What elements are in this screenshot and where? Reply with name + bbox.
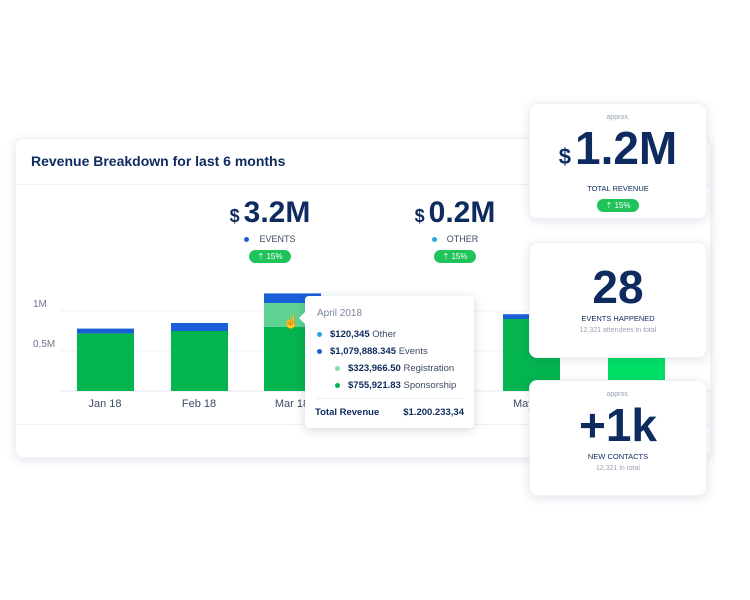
- row-amount: $1,079,888.345: [330, 346, 397, 357]
- kpi-other: $0.2M OTHER ⇡ 15%: [395, 196, 515, 264]
- kpi-value: 0.2M: [428, 196, 496, 229]
- card-title: Revenue Breakdown for last 6 months: [31, 153, 286, 169]
- kpi-value: 3.2M: [243, 196, 311, 229]
- hand-cursor-icon: ☝: [283, 313, 299, 330]
- total-revenue-card: approx. $1.2M TOTAL REVENUE ⇡ 15%: [529, 103, 707, 219]
- legend-dot-icon: [244, 236, 250, 242]
- new-contacts-card: approx. +1k NEW CONTACTS 12,321 in total: [529, 380, 707, 496]
- series-dot-icon: [335, 366, 340, 371]
- currency: $: [414, 206, 425, 226]
- legend-label: EVENTS: [259, 234, 296, 244]
- x-tick-label: Feb 18: [182, 398, 216, 410]
- legend-label: OTHER: [446, 234, 479, 244]
- events-happened-card: 28 EVENTS HAPPENED 12,321 attendees in t…: [529, 242, 707, 358]
- tooltip-row: $120,345 Other: [317, 329, 396, 340]
- series-dot-icon: [317, 332, 322, 337]
- chart-tooltip: April 2018 $120,345 Other $1,079,888.345 …: [299, 296, 474, 428]
- x-tick-label: Jan 18: [88, 398, 121, 410]
- series-dot-icon: [317, 349, 322, 354]
- growth-badge: ⇡ 15%: [596, 199, 640, 212]
- currency: $: [558, 144, 571, 169]
- tooltip-row: $755,921.83 Sponsorship: [335, 380, 456, 391]
- row-amount: $323,966.50: [348, 363, 401, 374]
- card-label: EVENTS HAPPENED: [581, 314, 655, 323]
- bar-segment-events: [77, 328, 134, 334]
- row-label: Registration: [403, 363, 455, 374]
- total-value: $1.200.233,34: [403, 407, 464, 418]
- legend-dot-icon: [431, 236, 437, 242]
- card-value: 1.2M: [574, 122, 678, 174]
- card-label: TOTAL REVENUE: [587, 184, 649, 193]
- growth-badge: ⇡ 15%: [248, 250, 292, 263]
- tooltip-row: $323,966.50 Registration: [335, 363, 454, 374]
- bar-segment-sponsorship: [171, 331, 228, 391]
- card-label: NEW CONTACTS: [587, 452, 649, 461]
- y-tick-label: 1M: [33, 299, 47, 310]
- y-tick-label: 0.5M: [33, 339, 55, 350]
- tooltip-total: Total Revenue $1.200.233,34: [315, 407, 464, 418]
- total-label: Total Revenue: [315, 407, 380, 418]
- row-amount: $755,921.83: [348, 380, 401, 391]
- approx-label: approx.: [606, 114, 630, 121]
- row-label: Sponsorship: [403, 380, 457, 391]
- x-tick-label: Mar 18: [275, 398, 309, 410]
- divider: [315, 398, 464, 399]
- row-label: Events: [398, 346, 428, 357]
- bar-segment-sponsorship: [77, 333, 134, 391]
- bar-segment-events: [264, 293, 321, 303]
- series-dot-icon: [335, 383, 340, 388]
- tooltip-title: April 2018: [317, 308, 363, 319]
- card-subtext: 12,321 attendees in total: [579, 327, 657, 334]
- kpi-events: $3.2M EVENTS ⇡ 15%: [210, 196, 330, 264]
- currency: $: [229, 206, 240, 226]
- card-value: 28: [592, 261, 644, 313]
- row-label: Other: [372, 329, 397, 340]
- bar-segment-events: [171, 323, 228, 331]
- approx-label: approx.: [606, 391, 630, 398]
- tooltip-row: $1,079,888.345 Events: [317, 346, 428, 357]
- row-amount: $120,345: [330, 329, 370, 340]
- card-value: +1k: [578, 399, 658, 451]
- divider: [16, 184, 710, 185]
- card-subtext: 12,321 in total: [596, 465, 640, 472]
- growth-badge: ⇡ 15%: [433, 250, 477, 263]
